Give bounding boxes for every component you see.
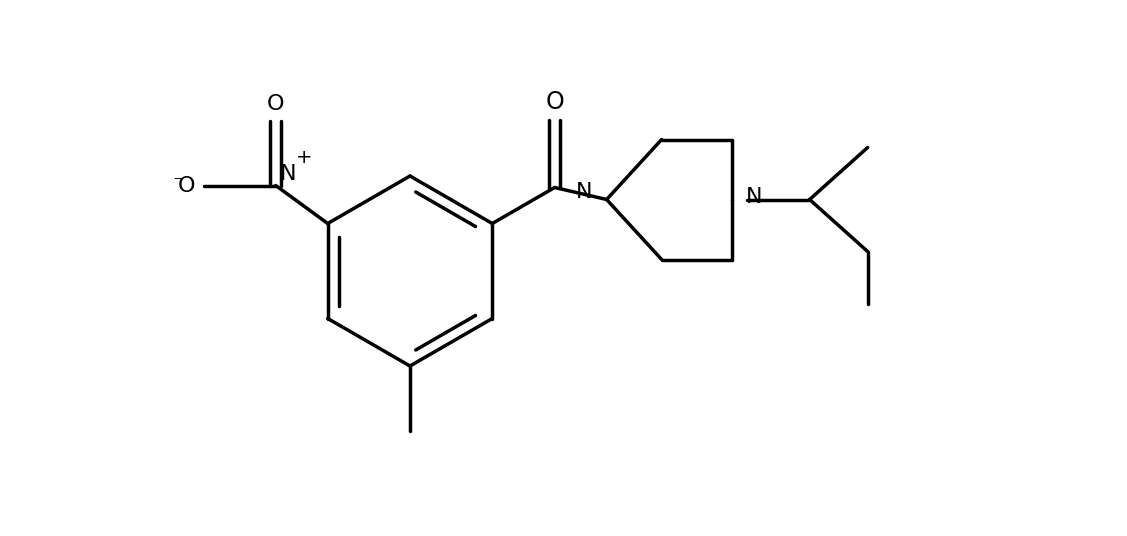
Text: N: N	[279, 163, 296, 183]
Text: O: O	[267, 93, 284, 114]
Text: +: +	[295, 148, 312, 167]
Text: O: O	[545, 90, 564, 114]
Text: N: N	[746, 187, 762, 206]
Text: N: N	[576, 182, 593, 202]
Text: ⁻: ⁻	[172, 174, 185, 193]
Text: O: O	[178, 175, 196, 196]
